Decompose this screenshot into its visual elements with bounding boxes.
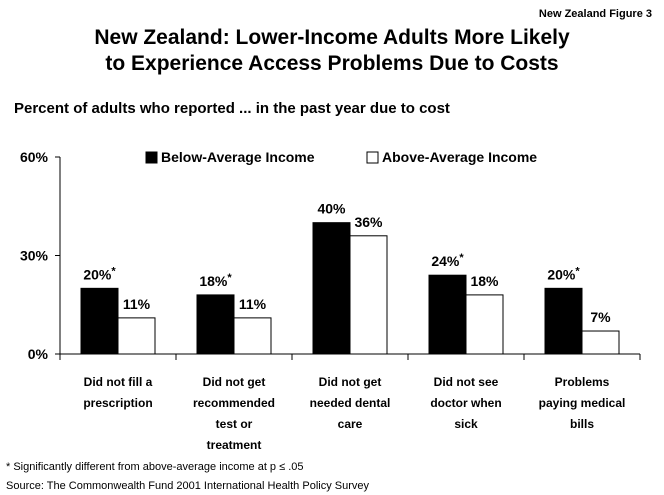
x-tick-label: needed dental bbox=[310, 396, 391, 410]
bar bbox=[312, 222, 351, 355]
bar bbox=[465, 294, 504, 355]
y-tick-label: 0% bbox=[28, 346, 49, 362]
data-label: 20%* bbox=[83, 265, 116, 282]
bar bbox=[349, 235, 388, 355]
bar bbox=[581, 330, 620, 355]
data-label: 7% bbox=[590, 309, 611, 325]
x-tick-label: recommended bbox=[193, 396, 275, 410]
bar bbox=[428, 274, 467, 355]
x-tick-label: Problems bbox=[555, 375, 610, 389]
y-tick-label: 30% bbox=[20, 248, 49, 264]
legend-label: Below-Average Income bbox=[161, 149, 315, 165]
bar-chart: 0% 30% 60% 20%* 11% Did not fill a prescriptio… bbox=[20, 149, 641, 452]
x-tick-label: test or bbox=[216, 417, 253, 431]
x-tick-label: care bbox=[338, 417, 363, 431]
x-tick-label: Did not get bbox=[319, 375, 382, 389]
x-tick-label: prescription bbox=[83, 396, 152, 410]
x-tick-label: sick bbox=[454, 417, 478, 431]
legend-swatch bbox=[145, 151, 158, 164]
source-note: Source: The Commonwealth Fund 2001 Inter… bbox=[6, 480, 369, 492]
data-label: 11% bbox=[123, 296, 151, 312]
x-tick-label: Did not get bbox=[203, 375, 266, 389]
x-tick-label: paying medical bbox=[539, 396, 626, 410]
data-label: 36% bbox=[354, 214, 383, 230]
data-label: 18%* bbox=[199, 272, 232, 289]
x-tick-label: treatment bbox=[207, 438, 262, 452]
significance-footnote: * Significantly different from above-ave… bbox=[6, 461, 304, 473]
legend-label: Above-Average Income bbox=[382, 149, 537, 165]
data-label: 20%* bbox=[547, 265, 580, 282]
data-label: 24%* bbox=[431, 252, 464, 269]
bar bbox=[117, 317, 156, 355]
figure-label: New Zealand Figure 3 bbox=[538, 8, 652, 20]
data-label: 11% bbox=[239, 296, 267, 312]
bar bbox=[233, 317, 272, 355]
bar bbox=[196, 294, 235, 355]
legend-swatch bbox=[366, 151, 379, 164]
x-tick-label: bills bbox=[570, 417, 594, 431]
chart-title: New Zealand: Lower-Income Adults More Li… bbox=[0, 25, 664, 77]
data-label: 40% bbox=[317, 201, 346, 217]
title-line-1: New Zealand: Lower-Income Adults More Li… bbox=[94, 26, 570, 49]
title-line-2: to Experience Access Problems Due to Cos… bbox=[105, 52, 559, 75]
y-tick-label: 60% bbox=[20, 149, 49, 165]
chart-subtitle: Percent of adults who reported ... in th… bbox=[14, 100, 450, 117]
bar bbox=[80, 287, 119, 355]
bar bbox=[544, 287, 583, 355]
x-tick-label: doctor when bbox=[430, 396, 501, 410]
x-tick-label: Did not see bbox=[434, 375, 499, 389]
data-label: 18% bbox=[470, 273, 499, 289]
x-tick-label: Did not fill a bbox=[84, 375, 153, 389]
